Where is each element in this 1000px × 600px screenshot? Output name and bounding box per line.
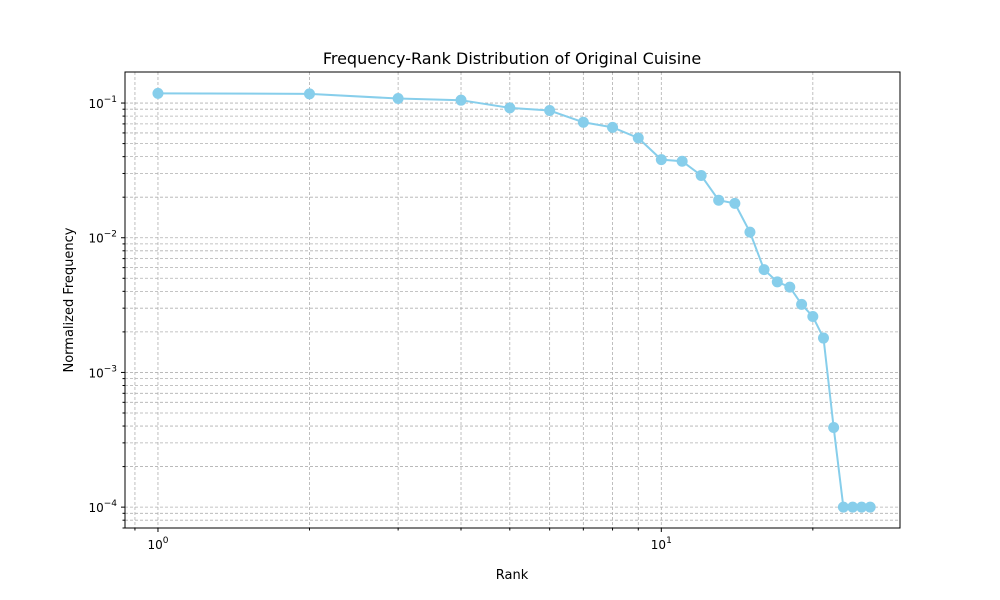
x-tick-label: 100 bbox=[147, 536, 168, 552]
data-point bbox=[847, 501, 859, 513]
data-point bbox=[758, 264, 770, 276]
data-point bbox=[607, 121, 619, 133]
data-point bbox=[817, 332, 829, 344]
y-tick-label: 10−1 bbox=[88, 95, 117, 111]
data-point bbox=[856, 501, 868, 513]
series-layer bbox=[152, 87, 876, 513]
data-point bbox=[864, 501, 876, 513]
data-point bbox=[729, 197, 741, 209]
data-point bbox=[784, 281, 796, 293]
data-point bbox=[504, 102, 516, 114]
tick-layer: 100 101 10−4 10−3 10−2 10−1 bbox=[88, 95, 814, 552]
y-tick-label: 10−2 bbox=[88, 230, 117, 246]
data-point bbox=[828, 422, 840, 434]
data-point bbox=[713, 194, 725, 206]
data-point bbox=[837, 501, 849, 513]
series-line bbox=[157, 92, 871, 509]
y-axis-label: Normalized Frequency bbox=[62, 227, 77, 372]
data-point bbox=[152, 87, 164, 99]
data-point bbox=[796, 298, 808, 310]
data-point bbox=[455, 94, 467, 106]
data-point bbox=[632, 132, 644, 144]
grid-layer bbox=[125, 72, 900, 529]
data-point bbox=[676, 155, 688, 167]
y-tick-label: 10−3 bbox=[88, 364, 117, 380]
data-point bbox=[392, 93, 404, 105]
data-point bbox=[744, 226, 756, 238]
data-point bbox=[695, 169, 707, 181]
data-point bbox=[303, 88, 315, 100]
data-point bbox=[771, 276, 783, 288]
x-axis-label: Rank bbox=[496, 568, 529, 583]
x-tick-label: 101 bbox=[651, 536, 672, 552]
data-point bbox=[577, 116, 589, 128]
y-tick-label: 10−4 bbox=[88, 499, 117, 515]
data-point bbox=[807, 311, 819, 323]
plot-frame bbox=[124, 71, 901, 529]
chart-title: Frequency-Rank Distribution of Original … bbox=[323, 49, 701, 68]
data-point bbox=[544, 105, 556, 117]
data-point bbox=[655, 154, 667, 166]
